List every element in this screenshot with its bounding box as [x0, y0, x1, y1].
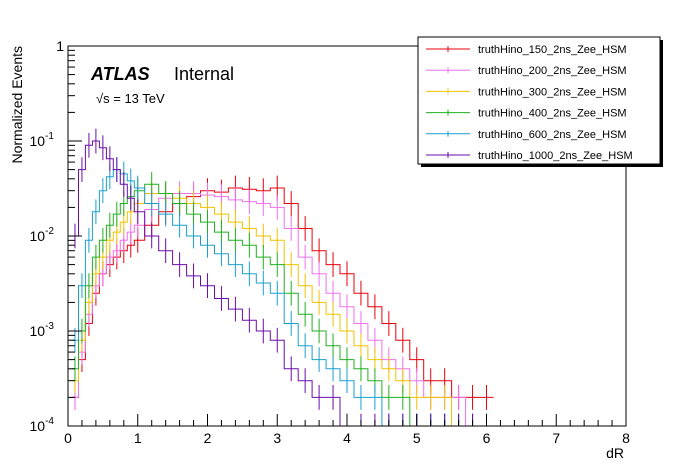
x-tick-label: 6 — [483, 430, 491, 446]
x-tick-label: 7 — [552, 430, 560, 446]
series-line — [71, 193, 494, 427]
x-tick-label: 0 — [64, 430, 72, 446]
y-axis-label: Normalized Events — [9, 46, 25, 164]
legend-label: truthHino_1000_2ns_Zee_HSM — [478, 150, 633, 162]
legend-box — [417, 36, 661, 165]
y-tick-label: 1 — [56, 38, 64, 54]
x-tick-label: 3 — [273, 430, 281, 446]
legend-label: truthHino_600_2ns_Zee_HSM — [478, 129, 627, 141]
x-tick-label: 8 — [622, 430, 630, 446]
legend-label: truthHino_300_2ns_Zee_HSM — [478, 86, 627, 98]
x-tick-label: 2 — [204, 430, 212, 446]
energy-label: √s = 13 TeV — [96, 91, 165, 106]
atlas-label: ATLAS — [90, 64, 150, 84]
legend-label: truthHino_200_2ns_Zee_HSM — [478, 65, 627, 77]
legend-label: truthHino_150_2ns_Zee_HSM — [478, 44, 627, 56]
legend: truthHino_150_2ns_Zee_HSM truthHino_200_2… — [417, 36, 663, 167]
series-line — [71, 193, 494, 427]
x-tick-label: 1 — [134, 430, 142, 446]
legend-label: truthHino_400_2ns_Zee_HSM — [478, 108, 627, 120]
x-tick-label: 5 — [413, 430, 421, 446]
x-tick-label: 4 — [343, 430, 351, 446]
internal-label: Internal — [174, 64, 234, 84]
series-line — [71, 187, 494, 398]
x-axis-label: dR — [606, 445, 624, 461]
